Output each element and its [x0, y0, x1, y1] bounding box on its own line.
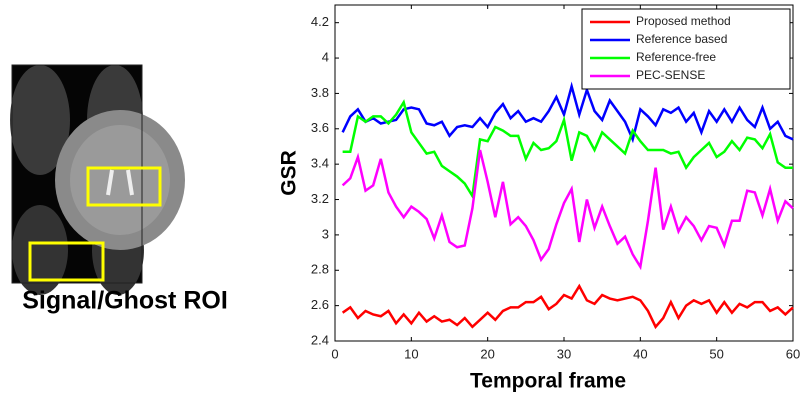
y-tick-label: 3.8: [311, 85, 329, 100]
figure: Signal/Ghost ROI Temporal frame GSR 2.4 2…: [0, 0, 801, 400]
x-tick-label: 10: [404, 346, 418, 361]
mri-image: [10, 65, 185, 295]
y-tick-label: 3: [322, 226, 329, 241]
y-tick-label: 3.4: [311, 156, 329, 171]
y-tick-label: 3.6: [311, 120, 329, 135]
x-tick-label: 50: [709, 346, 723, 361]
legend-label: Reference-free: [636, 50, 716, 64]
legend-label: PEC-SENSE: [636, 68, 705, 82]
page: Signal/Ghost ROI Temporal frame GSR 2.4 2…: [0, 0, 801, 400]
y-tick-label: 4.2: [311, 14, 329, 29]
legend-label: Proposed method: [636, 14, 731, 28]
x-axis-label: Temporal frame: [470, 370, 626, 393]
legend-label: Reference based: [636, 32, 727, 46]
x-tick-label: 30: [557, 346, 571, 361]
x-tick-label: 40: [633, 346, 647, 361]
x-tick-label: 0: [331, 346, 338, 361]
y-tick-label: 2.4: [311, 332, 329, 347]
image-caption: Signal/Ghost ROI: [22, 287, 228, 315]
y-tick-label: 2.8: [311, 262, 329, 277]
x-tick-label: 60: [786, 346, 800, 361]
x-tick-label: 20: [480, 346, 494, 361]
y-tick-label: 3.2: [311, 191, 329, 206]
y-axis-label: GSR: [278, 150, 301, 196]
y-tick-label: 2.6: [311, 297, 329, 312]
y-tick-label: 4: [322, 49, 329, 64]
